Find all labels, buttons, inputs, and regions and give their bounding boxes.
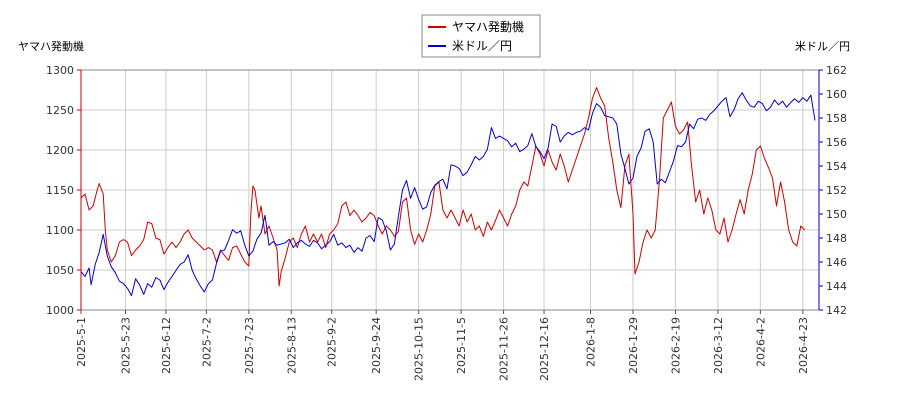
x-tick-label: 2026-1-8 (585, 317, 598, 367)
series-line-2 (80, 92, 816, 297)
x-tick-label: 2025-12-16 (538, 317, 551, 381)
series-layer (80, 87, 816, 297)
x-tick-label: 2025-6-12 (160, 317, 173, 374)
left-tick-label: 1300 (46, 64, 74, 77)
right-tick-label: 160 (826, 88, 847, 101)
left-tick-label: 1100 (46, 224, 74, 237)
left-tick-label: 1000 (46, 304, 74, 317)
right-tick-label: 148 (826, 232, 847, 245)
right-tick-label: 142 (826, 304, 847, 317)
x-tick-label: 2025-5-23 (119, 317, 132, 374)
x-tick-label: 2025-11-5 (455, 317, 468, 374)
x-tick-label: 2026-2-19 (669, 317, 682, 374)
x-tick-label: 2025-5-1 (75, 317, 88, 367)
right-axis-ticks: 142 144 146 148 150 152 154 156 158 160 162 (818, 64, 847, 317)
x-tick-label: 2025-7-2 (200, 317, 213, 367)
right-tick-label: 152 (826, 184, 847, 197)
left-tick-label: 1250 (46, 104, 74, 117)
x-tick-label: 2026-4-2 (754, 317, 767, 367)
x-tick-label: 2025-9-24 (370, 317, 383, 374)
x-tick-label: 2026-3-12 (712, 317, 725, 374)
grid (80, 69, 819, 311)
right-tick-label: 154 (826, 160, 847, 173)
x-tick-label: 2026-4-23 (797, 317, 810, 374)
x-tick-label: 2025-11-26 (498, 317, 511, 381)
legend-box (421, 14, 541, 58)
x-tick-label: 2025-10-15 (413, 317, 426, 381)
right-tick-label: 162 (826, 64, 847, 77)
right-tick-label: 146 (826, 256, 847, 269)
x-tick-label: 2025-9-2 (326, 317, 339, 367)
right-tick-label: 144 (826, 280, 847, 293)
x-axis-ticks: 2025-5-1 2025-5-23 2025-6-12 2025-7-2 2025-7… (75, 310, 810, 381)
legend-label: 米ドル／円 (452, 39, 512, 53)
left-axis-ticks: 1000 1050 1100 1150 1200 1250 1300 (46, 64, 82, 317)
left-axis-title: ヤマハ発動機 (18, 39, 84, 53)
x-tick-label: 2025-8-13 (285, 317, 298, 374)
x-tick-label: 2025-7-23 (243, 317, 256, 374)
right-axis-title: 米ドル／円 (795, 40, 850, 53)
right-tick-label: 156 (826, 136, 847, 149)
series-line-1 (80, 87, 806, 287)
left-tick-label: 1050 (46, 264, 74, 277)
left-tick-label: 1150 (46, 184, 74, 197)
right-tick-label: 150 (826, 208, 847, 221)
right-tick-label: 158 (826, 112, 847, 125)
legend-label: ヤマハ発動機 (452, 19, 524, 34)
left-tick-label: 1200 (46, 144, 74, 157)
x-tick-label: 2026-1-29 (627, 317, 640, 374)
